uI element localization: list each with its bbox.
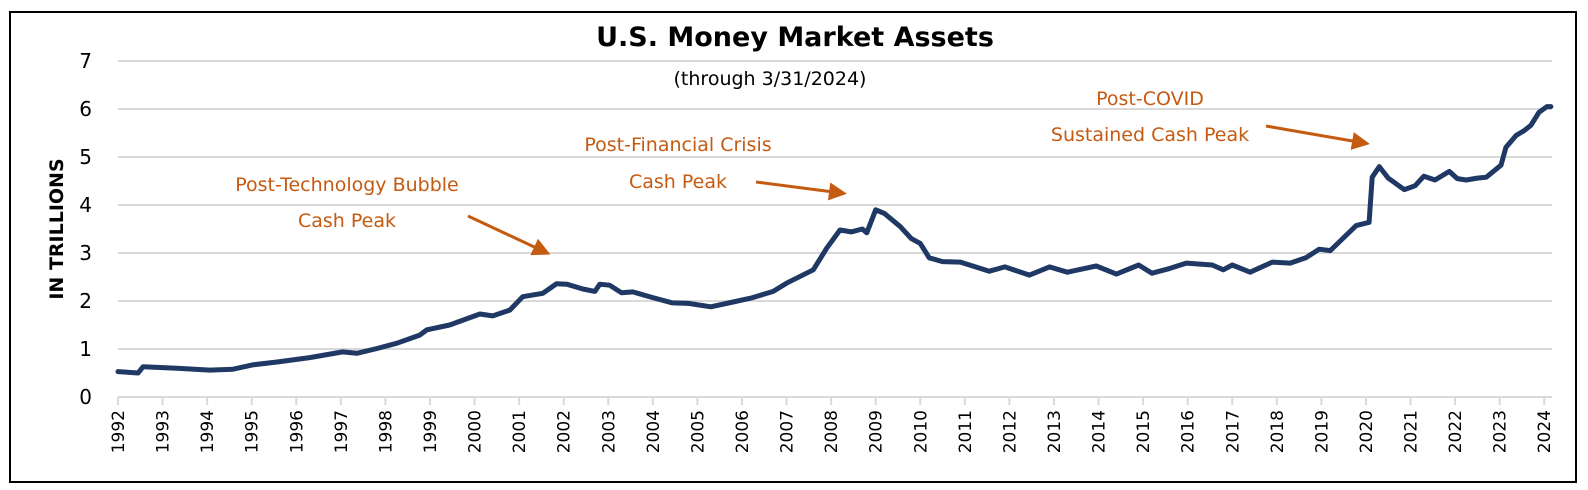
x-tick-label: 2024 <box>1535 410 1555 453</box>
x-tick-label: 2019 <box>1312 410 1332 453</box>
x-tick-label: 2017 <box>1223 410 1243 453</box>
annotation-financial-crisis: Post-Financial Crisis Cash Peak <box>584 134 847 201</box>
x-tick-label: 2012 <box>1000 410 1020 453</box>
annotation-tech-bubble-line1: Post-Technology Bubble <box>235 174 459 196</box>
y-tick-label: 3 <box>79 241 92 265</box>
series-layer <box>115 104 1554 376</box>
x-tick-label: 2009 <box>867 410 887 453</box>
x-tick-label: 2010 <box>911 410 931 453</box>
annotation-tech-bubble-arrow <box>467 214 551 256</box>
series-line-0 <box>115 104 1554 376</box>
x-tick-label: 2020 <box>1357 410 1377 453</box>
y-axis-tick-labels: 0 1 2 3 4 5 6 7 <box>79 49 92 409</box>
x-tick-label: 2023 <box>1491 410 1511 453</box>
y-tick-label: 1 <box>79 337 92 361</box>
x-tick-label: 2002 <box>555 410 575 453</box>
chart-subtitle: (through 3/31/2024) <box>674 68 867 90</box>
x-tick-label: 1993 <box>154 410 174 453</box>
x-tick-label: 2018 <box>1268 410 1288 453</box>
x-tick-label: 1992 <box>109 410 129 453</box>
x-axis-ticks <box>117 397 1546 405</box>
chart-frame <box>9 11 1577 483</box>
annotation-post-covid-arrow <box>1265 124 1370 150</box>
annotation-financial-crisis-line2: Cash Peak <box>629 171 727 193</box>
x-tick-label: 2000 <box>466 410 486 453</box>
annotation-tech-bubble: Post-Technology Bubble Cash Peak <box>235 174 551 256</box>
y-tick-label: 4 <box>79 193 92 217</box>
x-tick-label: 2021 <box>1402 410 1422 453</box>
x-tick-label: 1997 <box>332 410 352 453</box>
annotation-post-covid-line1: Post-COVID <box>1096 88 1204 110</box>
x-tick-label: 2006 <box>733 410 753 453</box>
annotation-tech-bubble-line2: Cash Peak <box>298 210 396 232</box>
x-tick-label: 1996 <box>287 410 307 453</box>
y-axis-label: IN TRILLIONS <box>46 158 68 299</box>
y-tick-label: 0 <box>79 385 92 409</box>
x-tick-label: 1995 <box>243 410 263 453</box>
x-tick-label: 2014 <box>1090 410 1110 453</box>
x-tick-label: 2013 <box>1045 410 1065 453</box>
chart-title: U.S. Money Market Assets <box>596 22 994 53</box>
y-tick-label: 5 <box>79 145 92 169</box>
x-tick-label: 2008 <box>822 410 842 453</box>
y-tick-label: 7 <box>79 49 92 73</box>
y-tick-label: 6 <box>79 97 92 121</box>
annotation-financial-crisis-arrow <box>755 180 847 201</box>
x-tick-label: 2011 <box>956 410 976 453</box>
x-axis-tick-labels: 1992 1993 1994 1995 1996 1997 1998 1999 2000 2001… <box>109 410 1555 453</box>
x-tick-label: 1999 <box>421 410 441 453</box>
annotation-financial-crisis-line1: Post-Financial Crisis <box>584 134 771 156</box>
x-tick-label: 2015 <box>1134 410 1154 453</box>
annotation-post-covid-line2: Sustained Cash Peak <box>1051 124 1249 146</box>
y-tick-label: 2 <box>79 289 92 313</box>
x-tick-label: 2022 <box>1446 410 1466 453</box>
x-tick-label: 1998 <box>376 410 396 453</box>
x-tick-label: 2016 <box>1179 410 1199 453</box>
x-tick-label: 2005 <box>688 410 708 453</box>
x-tick-label: 1994 <box>198 410 218 453</box>
x-tick-label: 2007 <box>778 410 798 453</box>
x-tick-label: 2004 <box>644 410 664 453</box>
x-tick-label: 2003 <box>599 410 619 453</box>
x-tick-label: 2001 <box>510 410 530 453</box>
annotation-post-covid: Post-COVID Sustained Cash Peak <box>1051 88 1370 150</box>
